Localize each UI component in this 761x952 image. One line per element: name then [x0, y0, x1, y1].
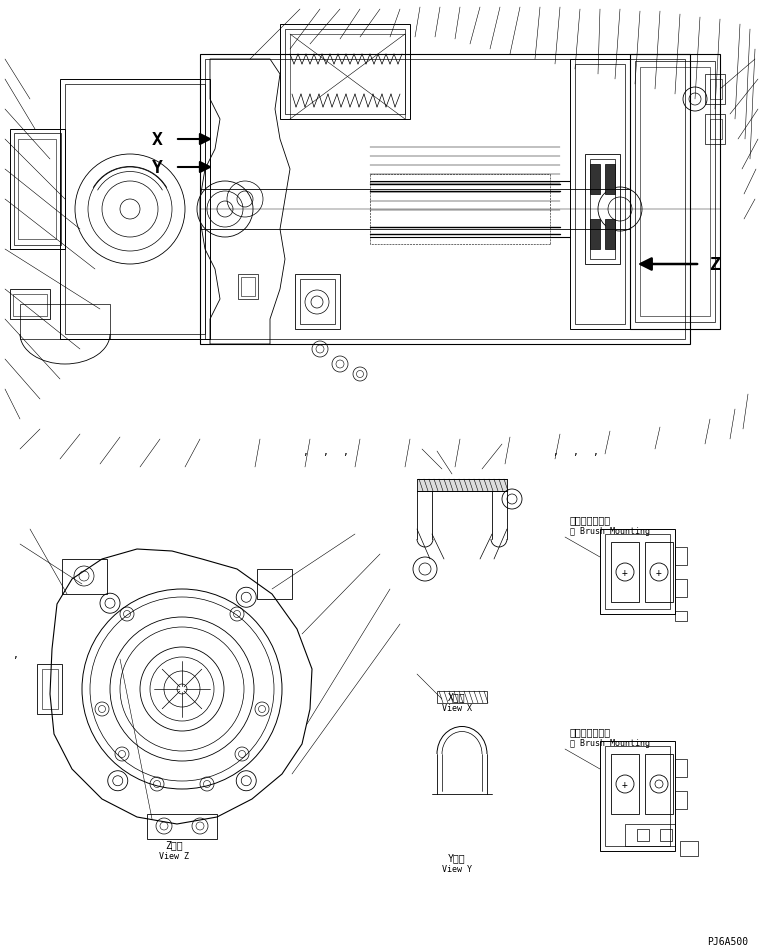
Text: ①ブラシ取付法: ①ブラシ取付法 [570, 514, 611, 525]
Bar [147, 814, 217, 839]
Bar [65, 85, 205, 335]
Bar [600, 742, 675, 851]
Bar [675, 611, 687, 622]
Text: ,: , [592, 446, 598, 457]
Bar [611, 754, 639, 814]
Text: ,: , [552, 446, 558, 457]
Text: ,: , [572, 446, 578, 457]
Text: View Y: View Y [442, 864, 472, 874]
Bar [18, 140, 56, 240]
Text: Y　視: Y 視 [448, 852, 466, 863]
Bar [637, 829, 649, 842]
Bar [42, 669, 58, 709]
Bar [585, 155, 620, 265]
Bar [590, 160, 615, 260]
Text: X　視: X 視 [448, 691, 466, 702]
Bar [660, 829, 672, 842]
Text: View Z: View Z [159, 852, 189, 861]
Bar [630, 55, 720, 329]
Bar [238, 275, 258, 300]
Text: X: X [152, 130, 163, 149]
Text: ① Brush Mounting: ① Brush Mounting [570, 527, 650, 536]
Bar [640, 68, 710, 317]
Bar [605, 165, 615, 195]
Bar [710, 80, 722, 100]
Bar [590, 220, 600, 249]
Bar [290, 35, 405, 120]
Bar [645, 754, 673, 814]
Bar [62, 560, 107, 594]
Bar [675, 759, 687, 777]
Bar [675, 580, 687, 597]
Text: PJ6A500: PJ6A500 [707, 936, 748, 946]
Bar [705, 115, 725, 145]
Bar [605, 746, 670, 846]
Bar [675, 547, 687, 565]
Bar [680, 842, 698, 856]
Bar [705, 75, 725, 105]
Bar [257, 569, 292, 600]
Bar [280, 25, 410, 120]
Bar [200, 55, 690, 345]
Bar [60, 80, 210, 340]
Text: ,: , [302, 446, 308, 457]
Bar [675, 791, 687, 809]
Bar [570, 60, 630, 329]
Bar [605, 534, 670, 609]
Text: Z: Z [710, 256, 721, 274]
Text: Z　視: Z 視 [165, 839, 183, 849]
Bar [285, 30, 405, 115]
Bar [590, 165, 600, 195]
Bar [635, 62, 715, 323]
Text: +: + [622, 567, 628, 578]
Bar [241, 278, 255, 297]
Bar [645, 543, 673, 603]
Bar [37, 664, 62, 714]
Bar [205, 60, 685, 340]
Bar [10, 129, 65, 249]
Bar [13, 295, 47, 317]
Bar [710, 120, 722, 140]
Bar [10, 289, 50, 320]
Text: +: + [622, 779, 628, 789]
Text: ② Brush Mounting: ② Brush Mounting [570, 739, 650, 747]
Text: ,: , [322, 446, 328, 457]
Bar [605, 220, 615, 249]
Bar [417, 480, 507, 491]
Text: +: + [656, 567, 662, 578]
Bar [300, 280, 335, 325]
Text: ,: , [12, 649, 18, 660]
Bar [437, 691, 487, 704]
Bar [20, 305, 110, 340]
Text: ,: , [342, 446, 348, 457]
Text: Y: Y [152, 159, 163, 177]
Bar [600, 529, 675, 614]
Text: View X: View X [442, 704, 472, 713]
Bar [14, 134, 61, 246]
Bar [611, 543, 639, 603]
Bar [295, 275, 340, 329]
Bar [575, 65, 625, 325]
Bar [625, 824, 675, 846]
Text: ②ブラシ取付法: ②ブラシ取付法 [570, 726, 611, 736]
